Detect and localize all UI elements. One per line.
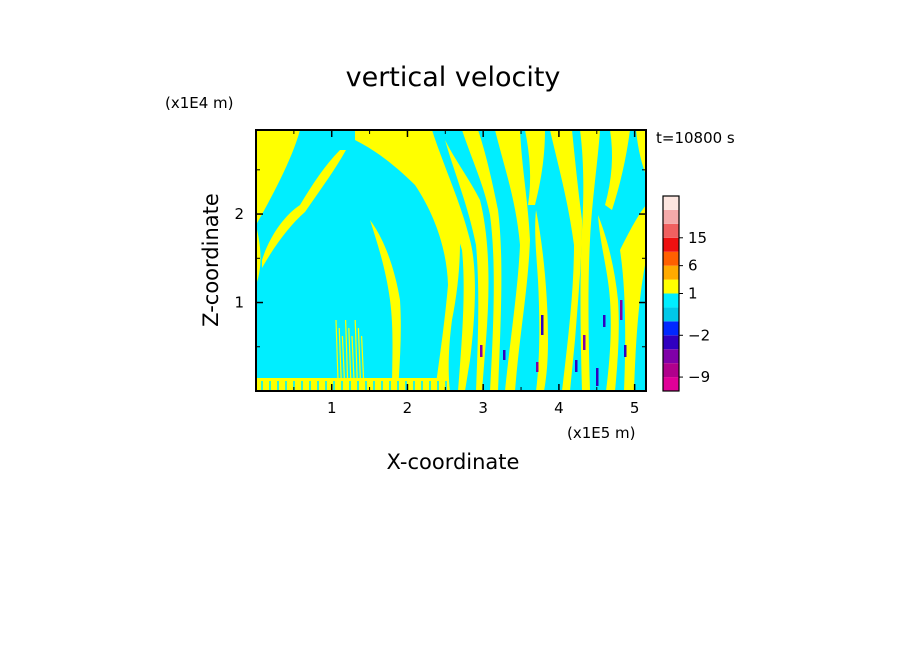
updraft-region-7 xyxy=(462,130,502,391)
colorbar-segment xyxy=(663,237,679,252)
plume-filament xyxy=(335,319,339,381)
colorbar-segment xyxy=(663,293,679,308)
downdraft-streak xyxy=(503,350,506,360)
plot-frame xyxy=(255,129,647,392)
updraft-region-1 xyxy=(256,130,300,225)
updraft-region-16 xyxy=(636,130,646,175)
colorbar-segment xyxy=(663,265,679,280)
x-tick-label: 2 xyxy=(403,399,413,417)
updraft-region-4 xyxy=(355,130,460,391)
downdraft-streak xyxy=(620,300,623,320)
downdraft-streak xyxy=(583,335,586,350)
downdraft-streak xyxy=(536,362,539,372)
velocity-field xyxy=(256,130,646,391)
updraft-region-10 xyxy=(535,210,548,391)
colorbar-segment xyxy=(663,196,679,210)
plume-filament xyxy=(348,327,352,381)
colorbar-segment xyxy=(663,349,679,364)
x-tick-label: 3 xyxy=(478,399,488,417)
colorbar-label: −9 xyxy=(688,368,710,386)
updraft-region-3 xyxy=(262,150,346,268)
plume-filament xyxy=(361,335,365,381)
plume-filament xyxy=(357,327,361,381)
colorbar-segment xyxy=(663,223,679,238)
plume-filament xyxy=(354,319,358,381)
plume-filament xyxy=(345,319,349,381)
colorbar-label: −2 xyxy=(688,326,710,344)
time-label: t=10800 s xyxy=(656,129,735,147)
y-tick-label: 1 xyxy=(234,294,244,312)
y-unit-label: (x1E4 m) xyxy=(165,94,234,112)
plume-filament xyxy=(341,335,345,381)
updraft-region-12 xyxy=(580,130,600,391)
updraft-region-6 xyxy=(445,140,489,391)
updraft-region-14 xyxy=(605,130,630,210)
chart-title: vertical velocity xyxy=(346,62,561,93)
colorbar-segment xyxy=(663,307,679,322)
colorbar-label: 1 xyxy=(688,285,698,303)
y-tick-label: 2 xyxy=(234,205,244,223)
colorbar-segment xyxy=(663,335,679,350)
updraft-region-9 xyxy=(525,130,545,205)
y-axis-label: Z-coordinate xyxy=(199,193,223,327)
downdraft-streak xyxy=(603,315,606,327)
updraft-region-17 xyxy=(370,220,401,391)
colorbar-segment xyxy=(663,209,679,224)
axis-ticks: 1 2 3 4 5 1 2 xyxy=(234,130,646,417)
colorbar-segment xyxy=(663,279,679,294)
colorbar-segment xyxy=(663,251,679,266)
x-unit-label: (x1E5 m) xyxy=(567,424,636,442)
updraft-region-13 xyxy=(598,215,619,391)
updraft-region-15 xyxy=(620,205,646,391)
colorbar-label: 6 xyxy=(688,257,698,275)
colorbar-segment xyxy=(663,377,679,391)
x-tick-label: 4 xyxy=(554,399,564,417)
plume-filament xyxy=(351,335,355,381)
updraft-region-2 xyxy=(256,225,261,285)
colorbar-segment xyxy=(663,321,679,336)
x-tick-label: 5 xyxy=(630,399,640,417)
colorbar-label: 15 xyxy=(688,229,707,247)
downdraft-streak xyxy=(624,345,627,357)
plume-filament xyxy=(338,327,342,381)
updraft-region-8 xyxy=(495,130,530,391)
plot-area xyxy=(256,130,646,391)
updraft-region-11 xyxy=(550,130,582,391)
downdraft-streak xyxy=(575,360,578,372)
x-tick-label: 1 xyxy=(327,399,337,417)
colorbar-segment xyxy=(663,363,679,378)
colorbar: 15 6 1 −2 −9 xyxy=(662,195,710,392)
x-axis-label: X-coordinate xyxy=(387,450,520,474)
downdraft-streak xyxy=(541,315,544,335)
downdraft-streak xyxy=(480,345,483,357)
downdraft-streak xyxy=(596,368,599,386)
updraft-region-5 xyxy=(410,130,475,391)
